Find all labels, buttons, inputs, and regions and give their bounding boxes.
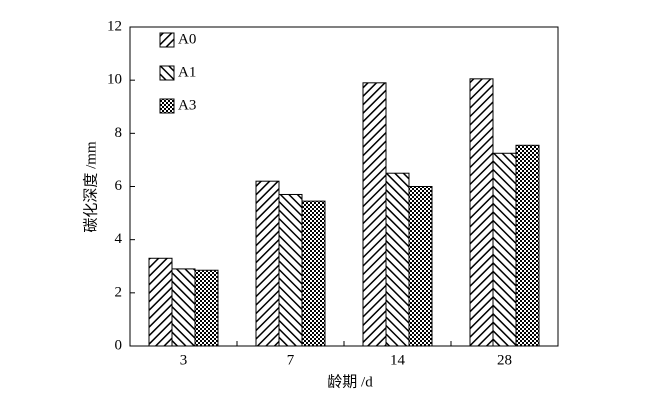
y-tick-label: 6 [115,178,123,194]
x-axis-label: 龄期 /d [327,373,373,390]
bar [515,144,540,347]
legend-swatch [159,65,175,81]
bar [385,172,410,347]
bar [301,200,326,347]
legend-label: A3 [178,97,196,113]
bar [255,180,280,347]
x-tick-label: 28 [497,352,512,368]
legend-swatch [159,98,175,114]
y-tick-label: 2 [115,284,123,300]
bar [362,82,387,347]
legend-label: A0 [178,31,196,47]
bar [194,269,219,347]
bar [171,268,196,347]
y-tick-label: 8 [115,125,123,141]
legend-label: A1 [178,64,196,80]
bar [492,152,517,347]
x-tick-label: 7 [287,352,295,368]
y-tick-label: 10 [107,72,122,88]
bar [278,193,303,347]
y-tick-label: 4 [115,231,123,247]
bar [148,257,173,347]
y-tick-label: 12 [107,18,122,34]
bar [408,186,433,347]
x-tick-label: 14 [390,352,406,368]
y-axis-label: 碳化深度 /mm [82,141,99,233]
bar [469,78,494,347]
x-tick-label: 3 [180,352,188,368]
legend-swatch [159,32,175,48]
y-tick-label: 0 [115,337,123,353]
plot-frame [129,26,559,347]
